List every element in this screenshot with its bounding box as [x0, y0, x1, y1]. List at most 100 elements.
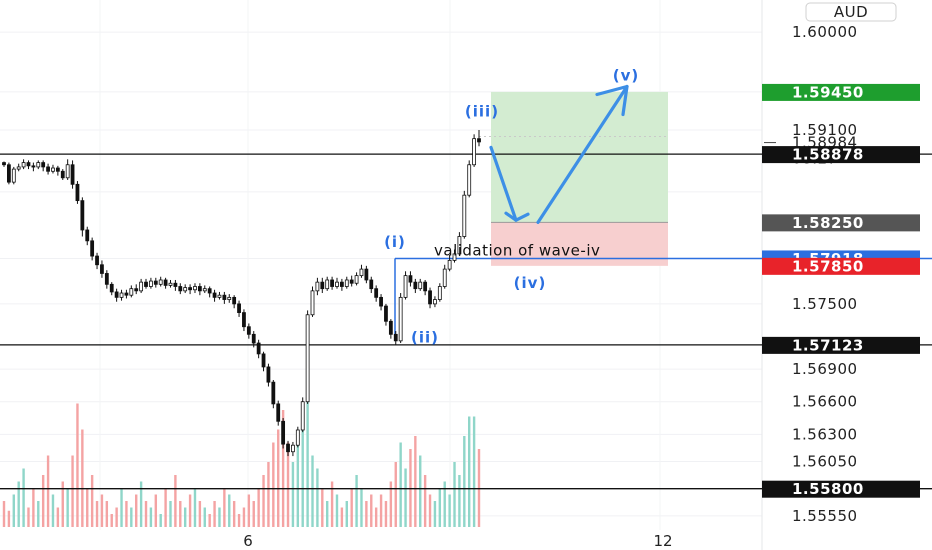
volume-bar [105, 501, 109, 527]
price-badge-bg [762, 480, 920, 498]
candle-body [21, 162, 26, 168]
candle-body [359, 268, 364, 277]
candle-body [41, 162, 46, 168]
wave-label: (iv) [514, 274, 547, 292]
stop-badge-bg [762, 257, 920, 275]
candle-body [60, 170, 65, 179]
candle-body [320, 281, 325, 290]
price-axis[interactable]: 1.600001.591001.589841.575001.569001.566… [762, 2, 920, 525]
candle-body [335, 281, 339, 287]
candle-body [51, 167, 55, 172]
volume-bar [2, 501, 6, 527]
candle-body [31, 165, 36, 168]
candle-body [423, 281, 428, 292]
invalidation-annotation: validation of wave-iv [434, 241, 600, 259]
volume-bar [325, 501, 329, 527]
volume-bar [120, 488, 123, 527]
volume-bar [463, 436, 466, 527]
wave-label: (v) [613, 67, 640, 85]
volume-bar [32, 488, 35, 527]
volume-bar [404, 468, 407, 527]
target-badge-bg [762, 83, 920, 101]
volume-bar [237, 514, 241, 527]
candle-body [202, 288, 207, 292]
volume-bar [12, 494, 15, 527]
position-zones [479, 91, 668, 266]
volume-bar [379, 494, 383, 527]
volume-bar [374, 507, 378, 527]
volume-bar [188, 494, 192, 527]
wave-iv-arrowhead [504, 211, 530, 222]
price-badge-bg [762, 146, 920, 164]
volume-bar [223, 488, 226, 527]
volume-bar [316, 468, 319, 527]
price-tick-label: 1.60000 [792, 23, 858, 41]
candlestick-series [2, 129, 481, 457]
candle-body [163, 279, 168, 286]
candle-body [354, 275, 359, 284]
candle-body [144, 281, 148, 287]
candle-body [158, 279, 163, 285]
volume-bar [330, 481, 334, 527]
candle-body [217, 294, 222, 298]
volume-bar [115, 507, 118, 527]
candle-body [16, 166, 21, 170]
time-axis[interactable]: 6 12 [243, 532, 672, 550]
candle-body [379, 296, 383, 307]
volume-bar [350, 488, 353, 527]
volume-bar [345, 501, 348, 527]
candle-body [281, 420, 286, 445]
volume-bar [61, 481, 64, 527]
candle-body [26, 162, 31, 167]
price-badge: 1.55800 [792, 480, 864, 498]
candle-body [408, 275, 413, 283]
price-tick-label: 1.56300 [792, 425, 858, 443]
volume-bar [468, 416, 471, 527]
candle-body [134, 288, 139, 292]
wave-v-arrowhead [595, 84, 629, 117]
wave-label: (iii) [465, 102, 499, 120]
volume-bar [135, 494, 138, 527]
wave-v-arrow [536, 84, 629, 224]
volume-bar [232, 501, 236, 527]
candle-body [104, 273, 109, 285]
volume-bar [218, 507, 221, 527]
candle-body [271, 381, 276, 405]
volume-bar [154, 494, 158, 527]
time-tick-label: 12 [653, 532, 672, 550]
entry-badge: 1.58250 [792, 214, 864, 232]
volume-bar [130, 507, 133, 527]
volume-bar [458, 475, 461, 527]
candle-body [242, 312, 246, 328]
volume-bar [438, 488, 442, 527]
volume-bar [360, 488, 363, 527]
volume-bar [414, 436, 417, 527]
candle-body [246, 326, 251, 335]
candle-body [349, 279, 354, 284]
volume-bar [306, 397, 309, 527]
candle-body [119, 292, 124, 298]
volume-bar [335, 494, 339, 527]
volume-bar [81, 429, 84, 527]
candle-body [472, 138, 477, 166]
volume-bar [472, 416, 476, 527]
price-tick-label: 1.55550 [792, 507, 858, 525]
volume-bar [76, 403, 79, 527]
stop-badge: 1.57850 [792, 257, 864, 275]
candle-body [276, 403, 281, 422]
candle-body [124, 292, 129, 296]
candle-body [95, 255, 99, 266]
volume-bar [7, 510, 11, 527]
price-tick-label: 1.56050 [792, 453, 858, 471]
candle-body [266, 366, 271, 383]
candle-body [173, 282, 178, 287]
time-tick-label: 6 [243, 532, 253, 550]
candle-body [109, 283, 114, 293]
volume-bar [159, 514, 162, 527]
volume-bar [389, 481, 393, 527]
candle-body [428, 290, 432, 305]
candle-body [374, 288, 379, 298]
volume-bar [37, 501, 40, 527]
price-tick-label: 1.59100 [792, 121, 858, 139]
